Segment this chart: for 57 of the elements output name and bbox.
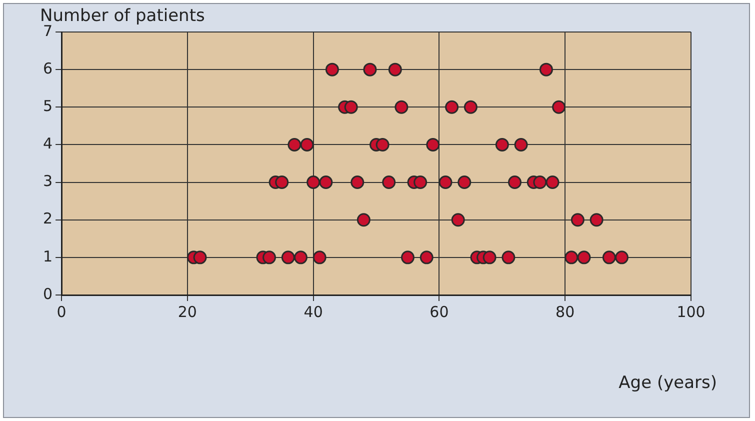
x-tick-label: 80 [556, 302, 575, 321]
point [319, 176, 333, 190]
point [388, 62, 402, 76]
y-tick-label: 5 [42, 97, 53, 116]
point [508, 176, 522, 190]
x-tick-label: 60 [430, 302, 449, 321]
point [502, 250, 516, 264]
point [262, 250, 276, 264]
x-tick-label: 40 [304, 302, 323, 321]
y-tick-label: 4 [42, 134, 53, 153]
point [615, 250, 629, 264]
point [438, 176, 452, 190]
x-axis-title: Age (years) [618, 373, 717, 393]
point [294, 250, 308, 264]
point [400, 250, 414, 264]
point [414, 176, 428, 190]
point [193, 250, 207, 264]
point [577, 250, 591, 264]
point [552, 100, 566, 114]
y-tick-label: 2 [42, 210, 53, 228]
point [482, 250, 496, 264]
point [426, 138, 440, 152]
point [281, 250, 295, 264]
x-tick-label: 0 [56, 302, 66, 321]
point [533, 176, 547, 190]
point [514, 138, 528, 152]
point [344, 100, 358, 114]
point [458, 176, 472, 190]
y-tick-label: 3 [42, 172, 53, 190]
point [495, 138, 509, 152]
point [602, 250, 616, 264]
point [288, 138, 302, 152]
point [539, 62, 553, 76]
y-tick-label: 1 [42, 247, 53, 266]
point [376, 138, 390, 152]
point [300, 138, 314, 152]
point [363, 62, 377, 76]
point [590, 213, 604, 227]
point [451, 213, 465, 227]
point [325, 62, 339, 76]
point [312, 250, 326, 264]
point [306, 176, 320, 190]
point [356, 213, 370, 227]
point [464, 100, 478, 114]
point [546, 176, 560, 190]
point [564, 250, 578, 264]
point [350, 176, 364, 190]
point [394, 100, 408, 114]
x-tick-label: 100 [676, 302, 706, 321]
point [275, 176, 289, 190]
y-tick-label: 6 [42, 59, 53, 78]
point [445, 100, 459, 114]
y-tick-label: 0 [42, 284, 53, 303]
point [570, 213, 584, 227]
point [382, 176, 396, 190]
point [420, 250, 434, 264]
x-tick-label: 20 [178, 302, 197, 321]
